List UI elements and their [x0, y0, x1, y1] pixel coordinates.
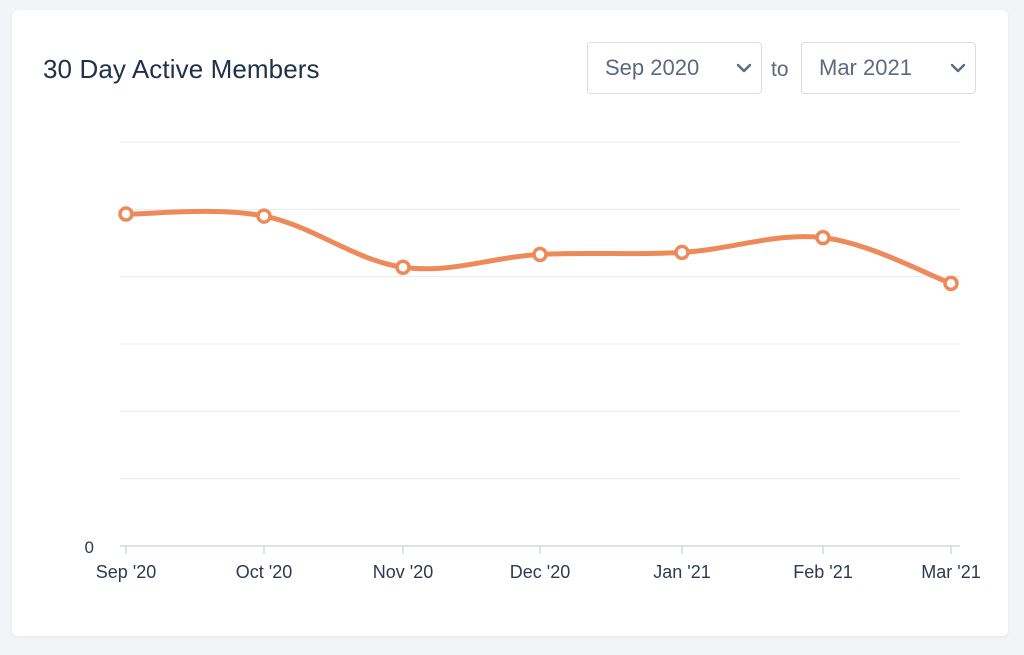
data-point	[395, 259, 411, 275]
chart-card: 30 Day Active Members Sep 2020 to Mar 20…	[12, 10, 1008, 636]
data-point	[256, 208, 272, 224]
chevron-down-icon	[941, 43, 975, 93]
x-tick-label: Dec '20	[510, 562, 570, 582]
range-to-label: to	[771, 58, 789, 81]
data-point	[118, 206, 134, 222]
from-month-value: Sep 2020	[605, 55, 700, 80]
x-tick-label: Nov '20	[373, 562, 433, 582]
x-tick-label: Mar '21	[921, 562, 980, 582]
data-point	[943, 275, 959, 292]
data-point	[674, 244, 690, 261]
to-month-value: Mar 2021	[819, 55, 912, 80]
x-tick-label: Sep '20	[96, 562, 157, 582]
x-tick-label: Jan '21	[653, 562, 710, 582]
x-tick-label: Feb '21	[793, 562, 852, 582]
to-month-select[interactable]: Mar 2021	[801, 42, 976, 94]
chevron-down-icon	[727, 43, 761, 93]
x-tick-label: Oct '20	[236, 562, 292, 582]
y-tick-label: 0	[85, 538, 94, 557]
card-title: 30 Day Active Members	[43, 54, 320, 84]
data-point	[532, 246, 548, 263]
from-month-select[interactable]: Sep 2020	[587, 42, 762, 94]
data-point	[815, 229, 831, 246]
